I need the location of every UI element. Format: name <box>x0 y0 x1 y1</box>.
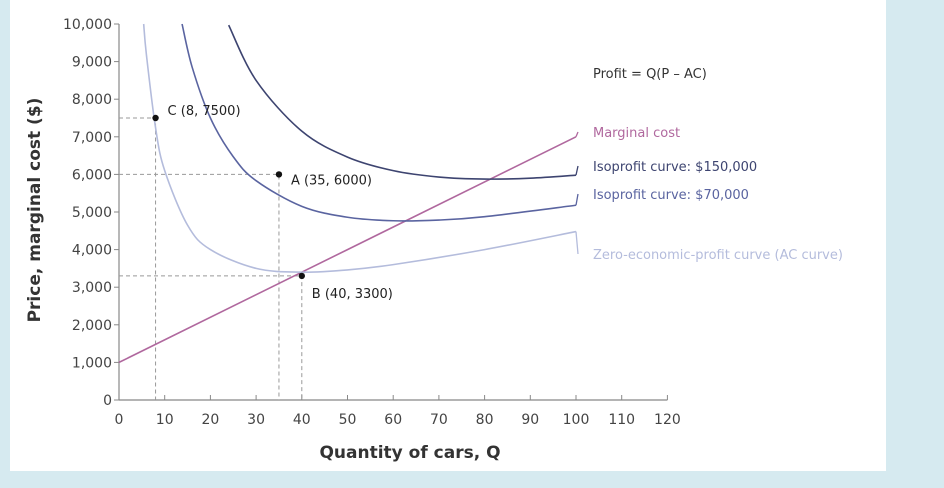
point-label: C (8, 7500) <box>168 104 241 119</box>
marginal-cost-line-leader <box>575 131 579 138</box>
y-tick-label: 8,000 <box>72 92 112 108</box>
x-tick-label: 40 <box>293 412 311 428</box>
ac-curve-leader <box>575 231 579 255</box>
profit-formula: Profit = Q(P – AC) <box>593 67 707 82</box>
isoprofit-150000-curve <box>227 24 577 180</box>
x-tick-label: 0 <box>115 412 124 428</box>
guide-line <box>119 117 157 400</box>
x-tick-label: 100 <box>563 412 590 428</box>
x-tick-label: 80 <box>476 412 494 428</box>
y-tick-label: 10,000 <box>63 17 112 33</box>
x-tick-label: 110 <box>608 412 635 428</box>
y-tick-label: 9,000 <box>72 55 112 71</box>
y-tick-label: 4,000 <box>72 243 112 259</box>
isoprofit-150000-curve-label: Isoprofit curve: $150,000 <box>593 160 757 175</box>
y-tick-label: 5,000 <box>72 205 112 221</box>
y-tick-label: 3,000 <box>72 280 112 296</box>
marginal-cost-line <box>118 136 577 364</box>
y-tick-label: 7,000 <box>72 130 112 146</box>
y-tick-label: 2,000 <box>72 318 112 334</box>
x-tick-label: 60 <box>384 412 402 428</box>
y-axis-label: Price, marginal cost ($) <box>25 98 45 323</box>
point-marker <box>298 272 305 280</box>
point-marker <box>275 171 283 178</box>
ac-curve <box>142 23 577 273</box>
isoprofit-70000-curve-leader <box>575 193 579 206</box>
x-tick-label: 30 <box>247 412 265 428</box>
x-tick-label: 90 <box>521 412 539 428</box>
guide-line <box>119 173 280 400</box>
point-label: A (35, 6000) <box>291 173 372 188</box>
y-tick-label: 6,000 <box>72 167 112 183</box>
x-tick-label: 10 <box>156 412 174 428</box>
x-tick-label: 120 <box>654 412 681 428</box>
x-axis-label: Quantity of cars, Q <box>319 443 500 463</box>
point-label: B (40, 3300) <box>312 287 393 302</box>
isoprofit-70000-curve <box>181 23 577 222</box>
point-marker <box>152 114 159 122</box>
guide-line <box>119 275 303 400</box>
ac-curve-label: Zero-economic-profit curve (AC curve) <box>593 248 843 263</box>
isoprofit-70000-curve-label: Isoprofit curve: $70,000 <box>593 188 749 203</box>
x-tick-label: 70 <box>430 412 448 428</box>
isoprofit-150000-curve-leader <box>575 165 579 176</box>
y-tick-label: 0 <box>103 393 112 409</box>
y-tick-label: 1,000 <box>72 355 112 371</box>
x-tick-label: 50 <box>339 412 357 428</box>
marginal-cost-line-label: Marginal cost <box>593 126 680 141</box>
x-tick-label: 20 <box>201 412 219 428</box>
